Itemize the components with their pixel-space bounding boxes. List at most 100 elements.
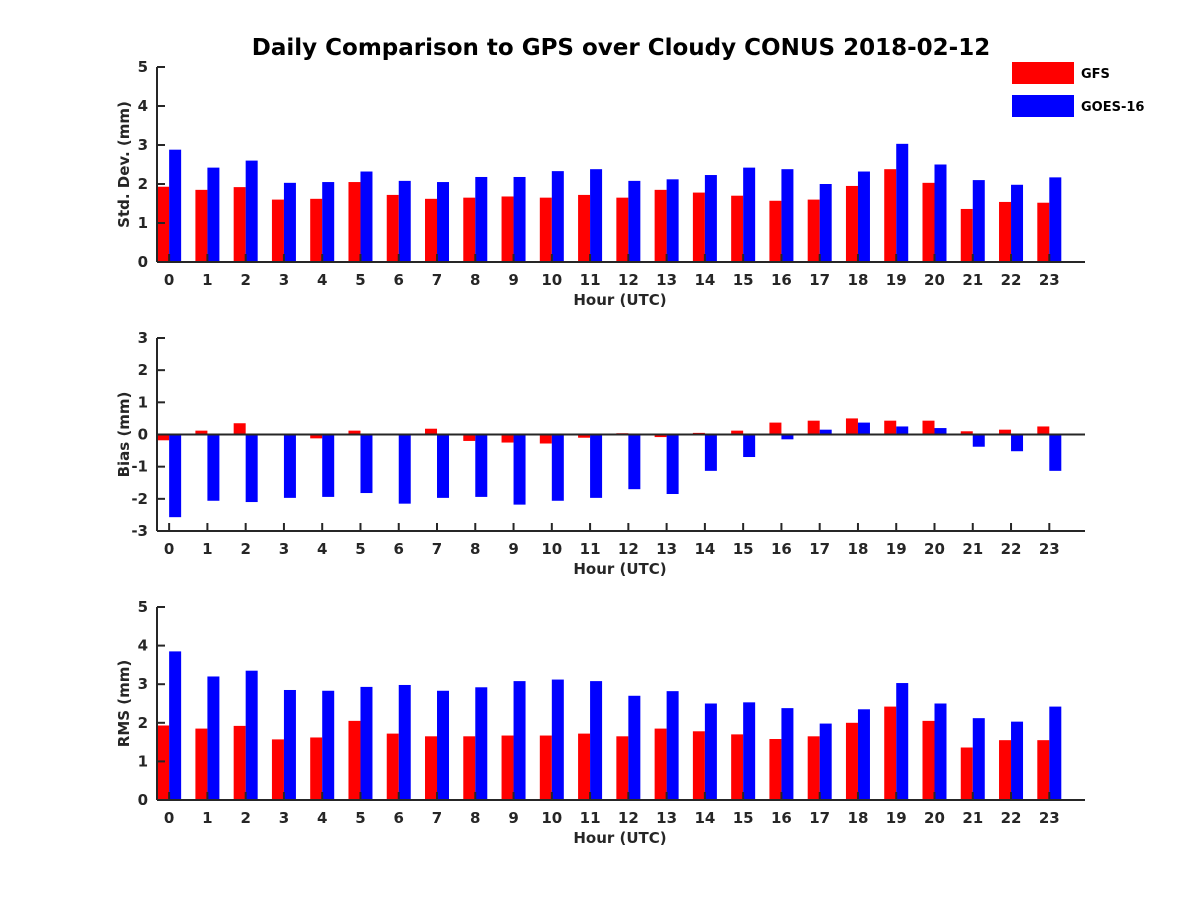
bar-gfs-hour-17 (807, 420, 820, 435)
bar-gfs-hour-23 (1037, 740, 1050, 800)
x-tick-label: 20 (924, 809, 945, 827)
bar-gfs-hour-21 (960, 431, 973, 435)
x-tick-label: 14 (694, 809, 715, 827)
bar-goes-16-hour-15 (743, 167, 756, 262)
bar-gfs-hour-15 (731, 734, 744, 800)
bar-goes-16-hour-18 (857, 709, 870, 800)
bar-goes-16-hour-20 (934, 703, 947, 800)
x-tick-label: 12 (618, 809, 639, 827)
x-tick-label: 17 (809, 540, 830, 558)
bar-goes-16-hour-12 (628, 434, 641, 490)
bar-goes-16-hour-23 (1049, 706, 1062, 800)
bar-goes-16-hour-0 (169, 149, 182, 262)
x-tick-label: 5 (355, 809, 365, 827)
bar-gfs-hour-11 (578, 434, 591, 438)
bar-gfs-hour-21 (960, 747, 973, 800)
bar-goes-16-hour-16 (781, 434, 794, 440)
x-tick-label: 2 (240, 271, 250, 289)
bar-goes-16-hour-3 (283, 182, 296, 262)
x-tick-label: 15 (733, 540, 754, 558)
x-tick-label: 9 (508, 540, 518, 558)
x-tick-label: 15 (733, 271, 754, 289)
y-tick-label: 0 (138, 253, 148, 271)
bar-gfs-hour-22 (999, 429, 1012, 435)
x-tick-label: 21 (962, 540, 983, 558)
x-tick-label: 18 (848, 271, 869, 289)
x-tick-label: 2 (240, 540, 250, 558)
x-tick-label: 22 (1001, 540, 1022, 558)
bar-goes-16-hour-10 (551, 171, 564, 262)
x-tick-label: 12 (618, 271, 639, 289)
bar-gfs-hour-18 (845, 418, 858, 435)
x-tick-label: 1 (202, 540, 212, 558)
x-tick-label: 22 (1001, 809, 1022, 827)
x-tick-label: 23 (1039, 809, 1060, 827)
bar-gfs-hour-3 (271, 199, 284, 262)
x-tick-label: 23 (1039, 271, 1060, 289)
bar-goes-16-hour-18 (857, 422, 870, 435)
x-tick-label: 11 (580, 809, 601, 827)
bar-gfs-hour-16 (769, 422, 782, 435)
x-tick-label: 13 (656, 271, 677, 289)
bar-goes-16-hour-21 (972, 434, 985, 447)
bar-gfs-hour-11 (578, 733, 591, 800)
x-tick-label: 3 (279, 540, 289, 558)
bar-gfs-hour-9 (501, 196, 514, 262)
bar-gfs-hour-20 (922, 182, 935, 262)
bar-goes-16-hour-23 (1049, 177, 1062, 262)
x-tick-label: 19 (886, 271, 907, 289)
bar-goes-16-hour-3 (283, 434, 296, 498)
bar-goes-16-hour-11 (590, 169, 603, 262)
bar-gfs-hour-8 (463, 197, 476, 262)
bar-gfs-hour-8 (463, 434, 476, 441)
x-tick-label: 9 (508, 809, 518, 827)
x-tick-label: 17 (809, 271, 830, 289)
bar-goes-16-hour-13 (666, 434, 679, 495)
x-tick-label: 18 (848, 809, 869, 827)
bar-gfs-hour-2 (233, 725, 246, 800)
y-tick-label: 1 (138, 214, 148, 232)
legend-swatch-gfs (1012, 62, 1074, 84)
bar-gfs-hour-18 (845, 722, 858, 800)
bar-goes-16-hour-14 (704, 434, 717, 471)
x-tick-label: 21 (962, 809, 983, 827)
x-tick-label: 16 (771, 540, 792, 558)
bar-goes-16-hour-11 (590, 681, 603, 800)
bar-goes-16-hour-1 (207, 676, 220, 800)
x-tick-label: 17 (809, 809, 830, 827)
bar-gfs-hour-11 (578, 194, 591, 262)
bar-goes-16-hour-19 (896, 426, 909, 435)
y-tick-label: 3 (138, 329, 148, 347)
y-tick-label: 3 (138, 675, 148, 693)
y-tick-label: 0 (138, 426, 148, 444)
bar-gfs-hour-13 (654, 434, 667, 438)
x-tick-label: 22 (1001, 271, 1022, 289)
y-tick-label: 0 (138, 791, 148, 809)
bar-goes-16-hour-17 (819, 429, 832, 435)
y-axis-label: Std. Dev. (mm) (115, 101, 133, 228)
bar-goes-16-hour-21 (972, 180, 985, 262)
x-tick-label: 13 (656, 540, 677, 558)
bar-gfs-hour-22 (999, 740, 1012, 800)
bar-goes-16-hour-17 (819, 723, 832, 800)
bar-gfs-hour-17 (807, 199, 820, 262)
bar-goes-16-hour-6 (398, 684, 411, 800)
y-tick-label: 5 (138, 58, 148, 76)
x-tick-label: 11 (580, 271, 601, 289)
bar-gfs-hour-13 (654, 189, 667, 262)
bar-goes-16-hour-16 (781, 169, 794, 262)
bar-goes-16-hour-21 (972, 718, 985, 800)
x-tick-label: 4 (317, 809, 327, 827)
x-tick-label: 7 (432, 271, 442, 289)
bar-goes-16-hour-6 (398, 434, 411, 504)
x-tick-label: 1 (202, 809, 212, 827)
bar-goes-16-hour-19 (896, 143, 909, 262)
bar-goes-16-hour-7 (437, 182, 450, 262)
bar-gfs-hour-4 (310, 737, 323, 800)
bar-goes-16-hour-10 (551, 434, 564, 501)
x-tick-label: 10 (541, 271, 562, 289)
x-tick-label: 19 (886, 540, 907, 558)
bar-goes-16-hour-8 (475, 687, 488, 800)
